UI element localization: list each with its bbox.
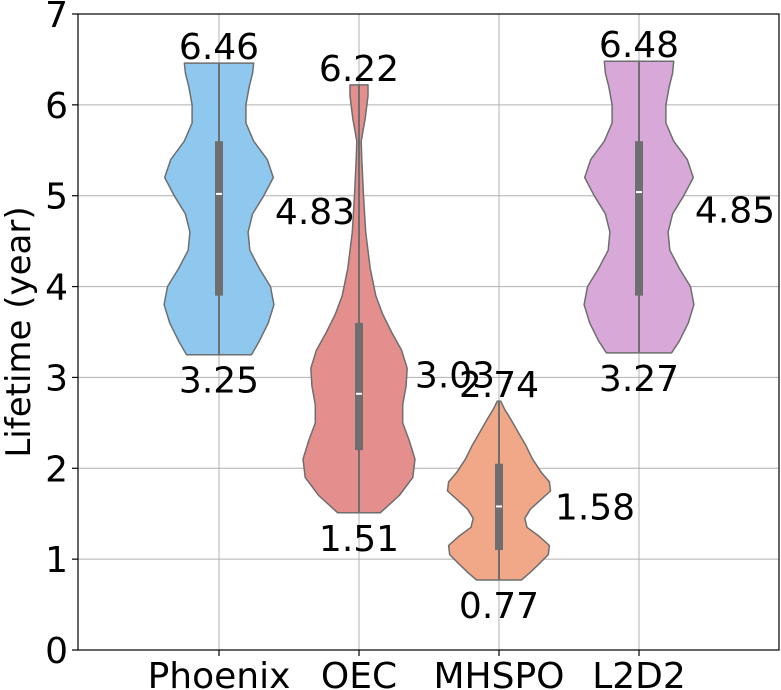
- max-label: 6.48: [599, 25, 679, 66]
- violin-iqr-box: [355, 322, 363, 451]
- y-tick-label: 4: [45, 268, 68, 309]
- y-tick-label: 6: [45, 86, 68, 127]
- max-label: 6.22: [319, 49, 399, 90]
- violin-iqr-box: [635, 141, 643, 296]
- y-tick-label: 3: [45, 358, 68, 399]
- min-label: 3.27: [599, 359, 679, 400]
- axis-ticks: 0 1 2 3 4 5 6 7 Phoenix OEC MHSPO L2D2: [45, 0, 686, 690]
- y-tick-label: 0: [45, 631, 68, 672]
- violin-l2d2: [583, 60, 695, 354]
- y-tick-label: 5: [45, 177, 68, 218]
- x-tick-label: MHSPO: [433, 656, 564, 690]
- max-label: 2.74: [459, 365, 539, 406]
- x-tick-label: L2D2: [592, 656, 686, 690]
- mean-label: 1.58: [555, 487, 635, 528]
- violin-mhspo: [446, 400, 552, 581]
- x-tick-label: OEC: [321, 656, 397, 690]
- y-tick-label: 2: [45, 449, 68, 490]
- plot-frame: [77, 13, 780, 651]
- mean-label: 4.83: [275, 192, 355, 233]
- violin-oec: [302, 84, 416, 514]
- data-labels: 6.46 3.25 4.83 6.22 1.51 3.032.74 0.77 1.58 6.48…: [179, 25, 775, 627]
- min-label: 1.51: [319, 519, 399, 560]
- mean-label: 4.85: [695, 190, 775, 231]
- max-label: 6.46: [179, 27, 259, 68]
- x-tick-label: Phoenix: [148, 656, 291, 690]
- y-axis-title: Lifetime (year): [0, 206, 39, 457]
- min-label: 3.25: [179, 361, 259, 402]
- mean-label: 3.03: [415, 356, 495, 397]
- violins: [163, 60, 695, 581]
- y-tick-label: 1: [45, 540, 68, 581]
- min-label: 0.77: [459, 586, 539, 627]
- y-tick-label: 7: [45, 0, 68, 36]
- violin-iqr-box: [215, 141, 223, 296]
- violin-phoenix: [163, 62, 275, 356]
